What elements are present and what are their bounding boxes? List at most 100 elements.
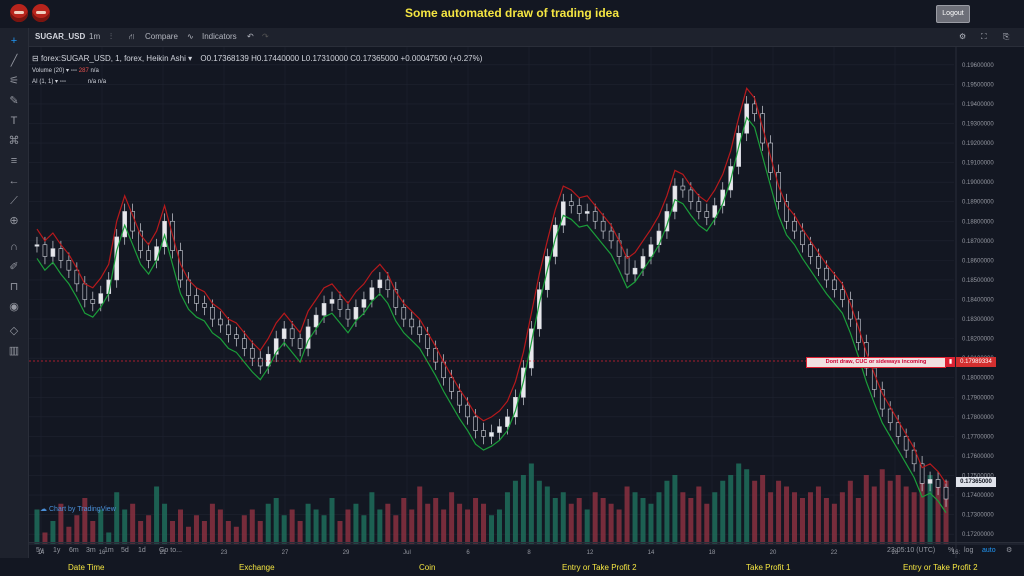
range-1m[interactable]: 1m xyxy=(104,547,114,554)
candle-body xyxy=(927,479,933,484)
collapse-icon[interactable]: ⊟ xyxy=(32,54,39,63)
watermark-text: Chart by TradingView xyxy=(48,506,116,513)
volume-bar xyxy=(935,486,941,544)
range-5y[interactable]: 5y xyxy=(36,547,44,554)
settings-icon[interactable]: ⚙ xyxy=(959,32,967,41)
price-tick-label: 0.17800000 xyxy=(962,415,994,421)
footer-date-time: Date Time xyxy=(68,563,105,572)
logout-button[interactable]: Logout xyxy=(936,5,970,23)
candle-body xyxy=(513,396,518,418)
time-tick-label: 27 xyxy=(282,550,289,556)
price-tick-label: 0.19200000 xyxy=(962,141,994,147)
volume-bar xyxy=(249,509,255,544)
volume-bar xyxy=(425,503,431,544)
volume-bar xyxy=(895,475,901,544)
range-3m[interactable]: 3m xyxy=(86,547,96,554)
brush-icon[interactable]: ✎ xyxy=(9,95,19,107)
candle-body xyxy=(816,256,821,269)
price-tick-label: 0.19300000 xyxy=(962,121,994,127)
zoom-icon[interactable]: ⊕ xyxy=(9,215,19,227)
candle-body xyxy=(576,205,582,214)
volume-bar xyxy=(776,480,782,544)
volume-legend: Volume (20) ▾ ▫▫▫ 287 n/a xyxy=(32,68,99,74)
range-1d[interactable]: 1d xyxy=(138,547,146,554)
redo-icon[interactable]: ↷ xyxy=(262,32,269,41)
trend-line-icon[interactable]: ╱ xyxy=(10,55,18,67)
annotation-callout[interactable]: Dont draw, CUC or sideways incoming xyxy=(806,357,946,368)
volume-bar xyxy=(162,503,168,544)
compare-button[interactable]: Compare xyxy=(145,32,178,41)
percent-toggle[interactable]: % xyxy=(948,547,955,554)
range-6m[interactable]: 6m xyxy=(69,547,79,554)
volume-bar xyxy=(736,463,742,544)
fib-icon[interactable]: ⚟ xyxy=(9,75,19,87)
price-tick-label: 0.17500000 xyxy=(962,474,994,480)
settings-icon[interactable]: ⚙ xyxy=(1006,547,1013,554)
range-1y[interactable]: 1y xyxy=(53,547,61,554)
candle-body xyxy=(249,348,255,359)
symbol-search[interactable]: SUGAR_USD xyxy=(35,32,86,41)
volume-bar xyxy=(361,515,367,544)
volume-bar xyxy=(744,469,750,544)
candle-body xyxy=(943,486,949,500)
volume-bar xyxy=(640,498,646,544)
time-tick-label: 21 xyxy=(160,550,167,556)
ruler-icon[interactable]: ⟋ xyxy=(10,195,18,207)
time-tick-label: 14 xyxy=(38,550,45,556)
volume-bar xyxy=(154,486,160,544)
goto-button[interactable]: Go to... xyxy=(159,547,182,554)
volume-bar xyxy=(82,498,88,544)
annotation-flag-icon: ▮ xyxy=(946,357,955,367)
trash-icon[interactable]: ▥ xyxy=(8,345,20,357)
footer-exchange: Exchange xyxy=(239,563,275,572)
volume-bar xyxy=(138,521,144,544)
candle-body xyxy=(425,334,431,349)
crosshair-icon[interactable]: + xyxy=(10,35,18,47)
magnet-icon[interactable]: ∩ xyxy=(10,241,18,253)
fullscreen-icon[interactable]: ⛶ xyxy=(981,32,987,41)
indicators-icon[interactable]: ∿ xyxy=(187,32,194,41)
price-tick-label: 0.19500000 xyxy=(962,82,994,88)
price-chart[interactable]: 0.19600000 0.19500000 0.19400000 0.19300000… xyxy=(29,47,1024,558)
prediction-icon[interactable]: ≡ xyxy=(10,155,18,167)
candle-body xyxy=(704,211,710,218)
volume-bar xyxy=(879,469,885,544)
volume-bar xyxy=(146,515,152,544)
candle-body xyxy=(361,299,367,308)
pencil-lock-icon[interactable]: ✐ xyxy=(9,261,19,273)
candle-body xyxy=(752,103,757,114)
candle-body xyxy=(568,201,574,206)
screenshot-icon[interactable]: ⎘ xyxy=(1003,32,1010,41)
range-5d[interactable]: 5d xyxy=(121,547,129,554)
back-arrow-icon[interactable]: ← xyxy=(8,175,20,187)
price-tick-label: 0.17700000 xyxy=(962,434,994,440)
volume-bar xyxy=(98,509,104,544)
candle-body xyxy=(281,328,287,339)
text-icon[interactable]: T xyxy=(10,115,18,127)
candle-body xyxy=(417,326,423,336)
indicators-button[interactable]: Indicators xyxy=(202,32,237,41)
volume-bar xyxy=(209,503,215,544)
volume-bar xyxy=(504,492,510,544)
volume-bar xyxy=(409,509,415,544)
interval-button[interactable]: 1m xyxy=(89,32,101,41)
price-tick-label: 0.18300000 xyxy=(962,317,994,323)
candle-body xyxy=(138,230,143,251)
lock-icon[interactable]: ⊓ xyxy=(9,281,19,293)
undo-icon[interactable]: ↶ xyxy=(247,32,254,41)
layers-icon[interactable]: ◇ xyxy=(9,325,19,337)
volume-bar xyxy=(433,498,439,544)
volume-bar xyxy=(720,480,726,544)
volume-value: 287 xyxy=(78,68,89,74)
pattern-icon[interactable]: ⌘ xyxy=(8,135,20,147)
candle-type-icon[interactable]: ⫶ xyxy=(110,32,112,41)
volume-bar xyxy=(377,509,383,544)
compare-icon[interactable]: ⛙ xyxy=(129,32,135,41)
watermark[interactable]: ☁ Chart by TradingView xyxy=(40,505,116,513)
candle-body xyxy=(935,479,941,488)
auto-toggle[interactable]: auto xyxy=(982,547,996,554)
eye-icon[interactable]: ◉ xyxy=(9,301,19,313)
volume-bar xyxy=(831,503,837,544)
log-toggle[interactable]: log xyxy=(964,547,974,554)
volume-bar xyxy=(903,486,909,544)
